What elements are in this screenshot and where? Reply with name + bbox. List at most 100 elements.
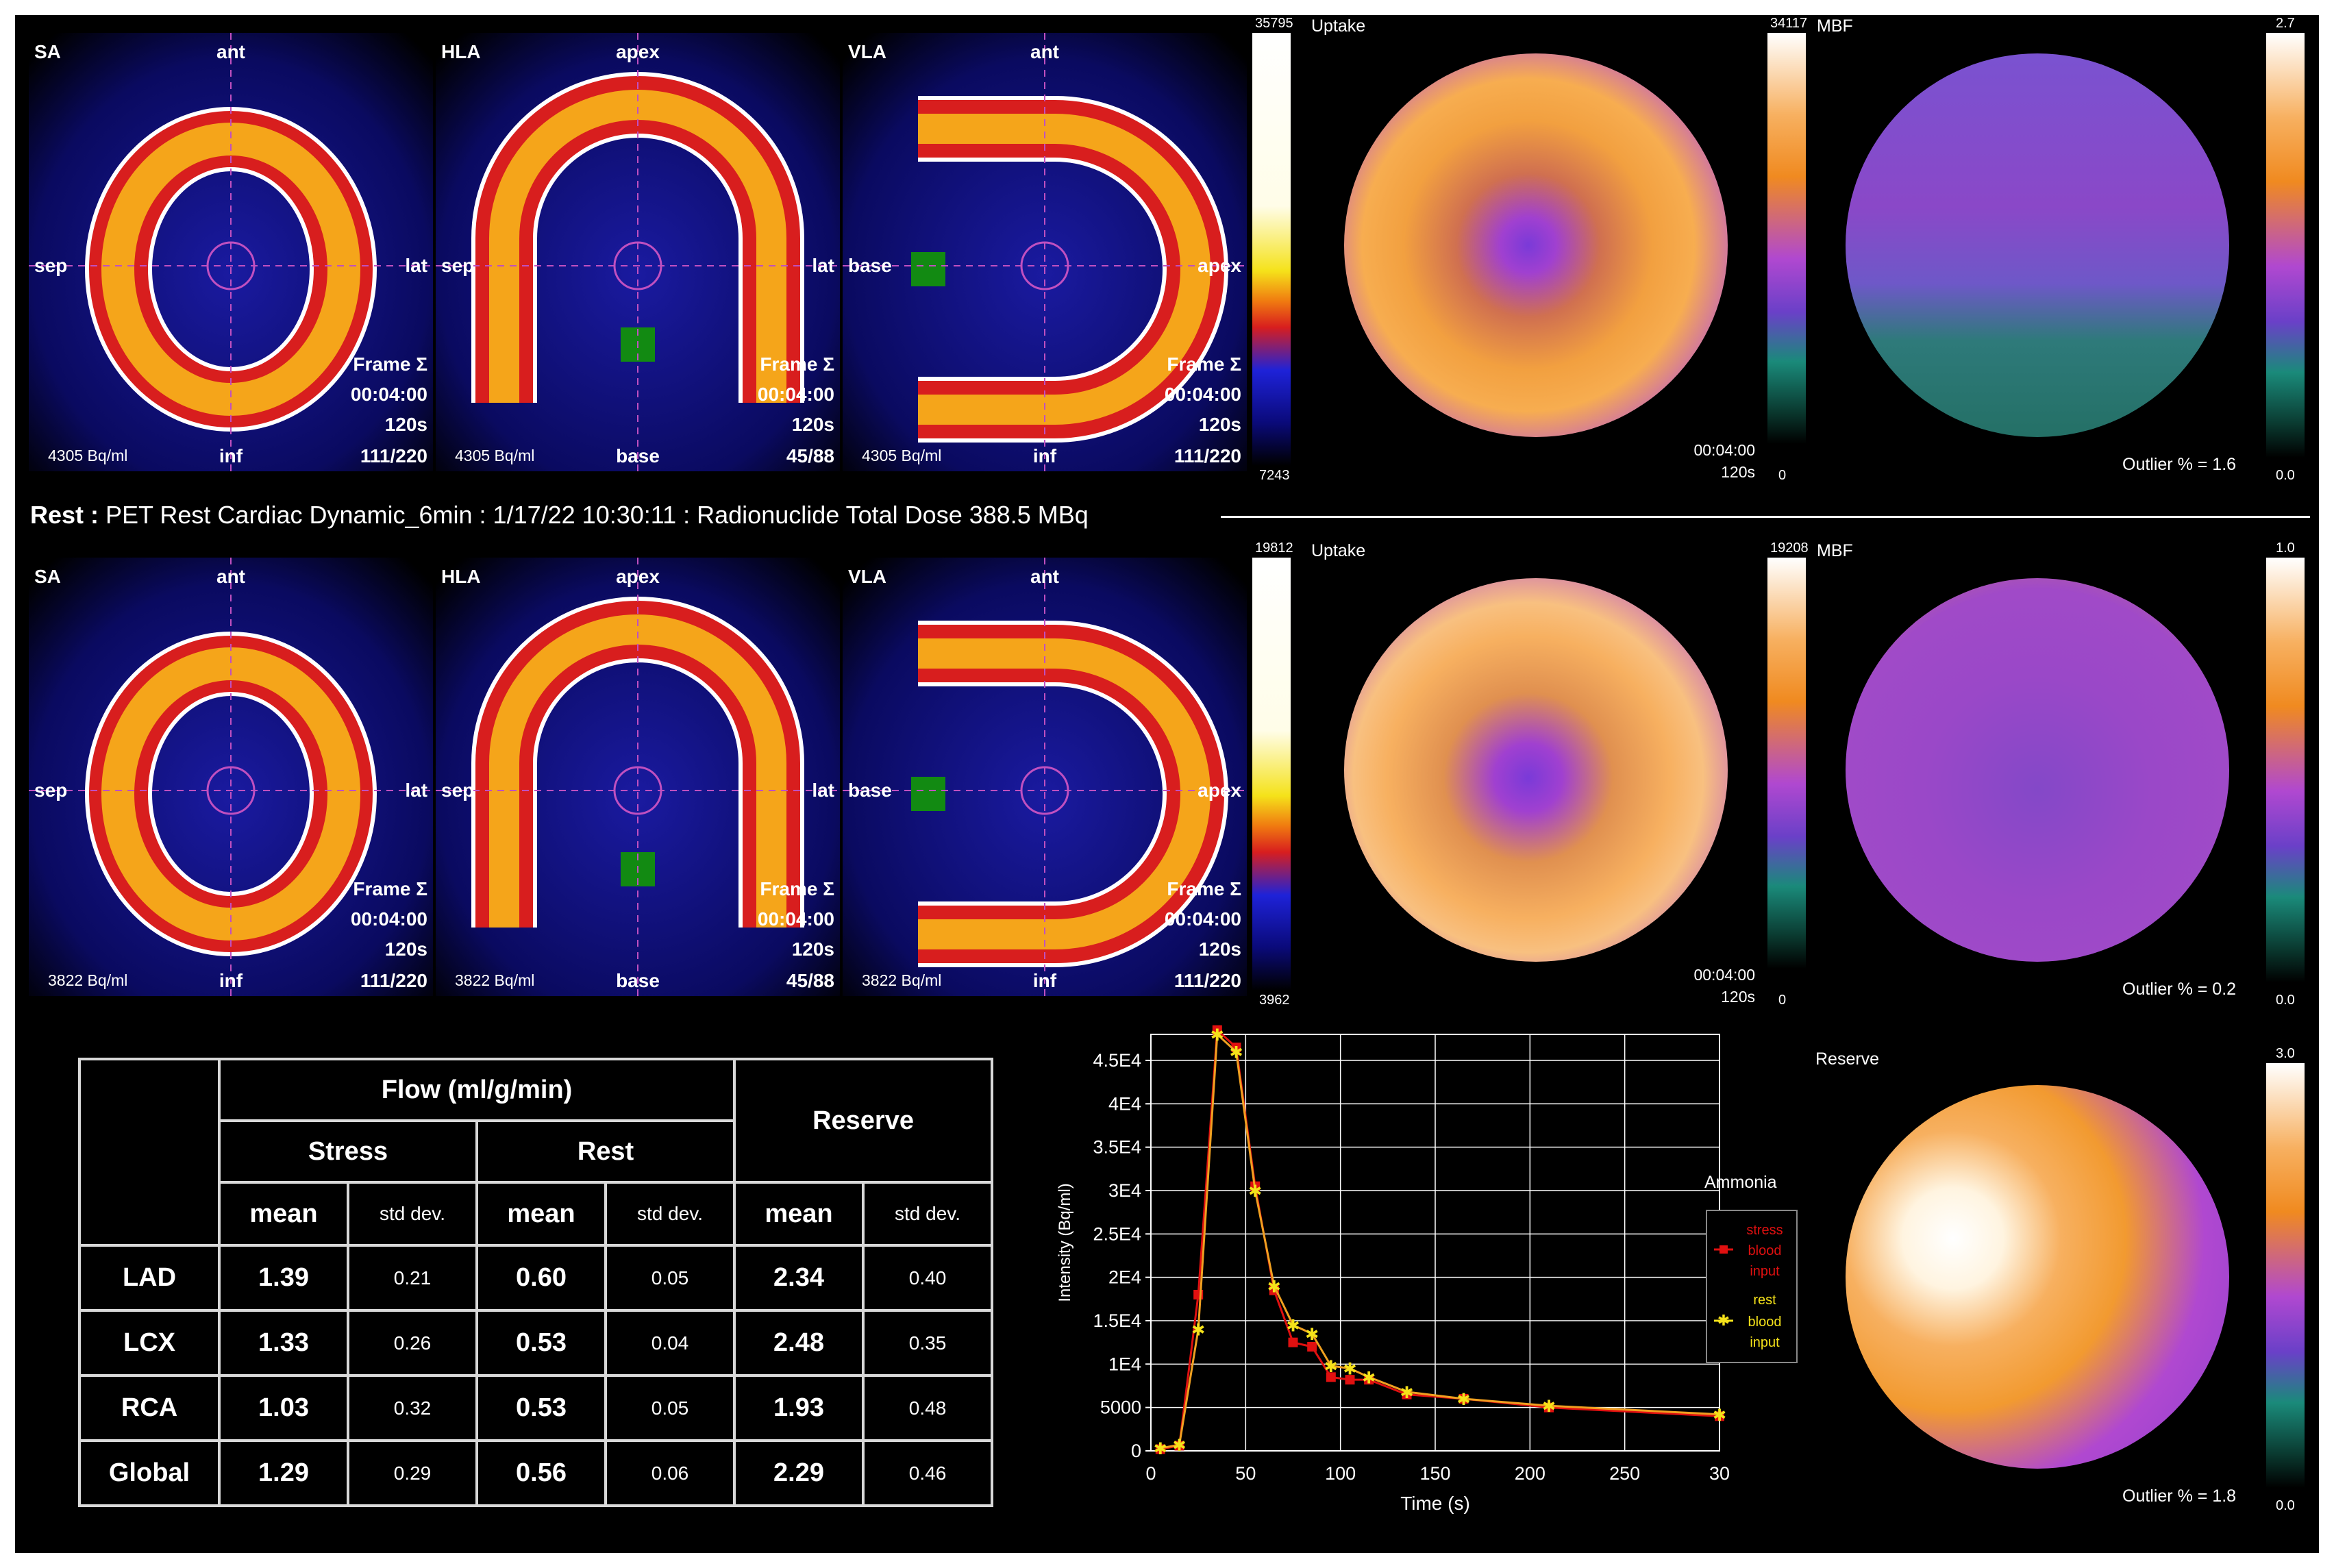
duration-label: 120s (384, 414, 427, 435)
stress-data-point (1212, 1025, 1222, 1035)
stress-hla-slice-panel[interactable]: HLA apex sep lat base Frame Σ 00:04:00 1… (436, 33, 840, 471)
stress-colorbar-min: 7243 (1259, 468, 1290, 483)
stress-colorbar (1252, 33, 1291, 466)
rest-uptake-title: Uptake (1311, 541, 1366, 560)
stress-mbf-title: MBF (1817, 16, 1853, 36)
left-label: sep (34, 780, 68, 801)
time-label: 00:04:00 (757, 384, 834, 405)
stress-sa-slice-panel[interactable]: SA ant sep lat inf Frame Σ 00:04:00 120s… (29, 33, 433, 471)
slice-image (843, 33, 1247, 471)
stress-std-cell: 0.29 (347, 1439, 478, 1507)
slice-image (843, 558, 1247, 996)
slice-index-label: 45/88 (786, 445, 834, 466)
rest-colorbar-min: 3962 (1259, 993, 1290, 1008)
rest-hla-slice-panel[interactable]: HLA apex sep lat base Frame Σ 00:04:00 1… (436, 558, 840, 996)
time-label: 00:04:00 (1164, 908, 1241, 930)
rest-series-header: Rest : PET Rest Cardiac Dynamic_6min : 1… (30, 503, 1089, 527)
stress-mean-cell: 1.33 (218, 1309, 349, 1377)
top-label: ant (216, 566, 245, 587)
top-label: apex (616, 41, 660, 62)
stress-uptake-title: Uptake (1311, 16, 1366, 36)
left-label: base (848, 255, 892, 276)
table-row: Global 1.29 0.29 0.56 0.06 2.29 0.46 (78, 1439, 994, 1507)
stress-mean-header: mean (218, 1181, 349, 1247)
application-window: SA ant sep lat inf Frame Σ 00:04:00 120s… (15, 15, 2319, 1553)
rest-sa-slice-panel[interactable]: SA ant sep lat inf Frame Σ 00:04:00 120s… (29, 558, 433, 996)
legend-stress-label-2: blood (1748, 1243, 1782, 1258)
rest-std-header: std dev. (604, 1181, 736, 1247)
duration-label: 120s (1198, 938, 1241, 960)
stress-mbf-outlier: Outlier % = 1.6 (2122, 455, 2237, 474)
row-name-cell: LAD (78, 1244, 221, 1312)
left-label: base (848, 780, 892, 801)
rest-data-point: ✱ (1343, 1360, 1356, 1379)
y-tick-label: 0 (1131, 1441, 1141, 1461)
rest-uptake-colorbar-max: 19208 (1770, 540, 1809, 556)
top-label: ant (1030, 41, 1059, 62)
rest-std-cell: 0.05 (604, 1244, 736, 1312)
stress-mean-cell: 1.03 (218, 1374, 349, 1442)
rest-data-point: ✱ (1229, 1043, 1243, 1062)
reserve-polar-map[interactable] (1846, 1085, 2229, 1469)
rest-mbf-polar-map[interactable] (1846, 578, 2229, 962)
rest-data-point: ✱ (1248, 1182, 1262, 1201)
rest-data-point: ✱ (1267, 1278, 1281, 1296)
stress-mean-cell: 1.39 (218, 1244, 349, 1312)
x-tick-label: 0 (1145, 1463, 1156, 1484)
rest-data-point: ✱ (1305, 1326, 1319, 1344)
legend-stress-marker (1720, 1245, 1728, 1254)
right-label: lat (405, 255, 427, 276)
scale-label: 3822 Bq/ml (455, 971, 535, 989)
chart-legend-svg: stress blood input ✱ rest blood input (1714, 1223, 1783, 1350)
flow-header: Flow (ml/g/min) (217, 1058, 736, 1122)
time-label: 00:04:00 (350, 384, 427, 405)
stress-header: Stress (218, 1119, 478, 1184)
y-axis-label: Intensity (Bq/ml) (1056, 1183, 1074, 1302)
right-label: apex (1197, 255, 1241, 276)
chart-legend: stress blood input ✱ rest blood input (1706, 1210, 1798, 1363)
rest-mean-cell: 0.60 (475, 1244, 607, 1312)
table-row: LCX 1.33 0.26 0.53 0.04 2.48 0.35 (78, 1309, 994, 1377)
view-name: VLA (848, 41, 886, 62)
stress-vla-slice-panel[interactable]: VLA ant base apex inf Frame Σ 00:04:00 1… (843, 33, 1247, 471)
row-name-cell: Global (78, 1439, 221, 1507)
stress-data-point (1326, 1372, 1336, 1382)
y-tick-label: 2E4 (1108, 1267, 1141, 1288)
frame-label: Frame Σ (353, 878, 427, 899)
scale-label: 4305 Bq/ml (862, 447, 942, 464)
stress-mbf-polar-map[interactable] (1846, 53, 2229, 437)
scale-label: 4305 Bq/ml (455, 447, 535, 464)
frame-label: Frame Σ (760, 353, 834, 375)
y-tick-label: 4E4 (1108, 1093, 1141, 1114)
rest-vla-slice-panel[interactable]: VLA ant base apex inf Frame Σ 00:04:00 1… (843, 558, 1247, 996)
duration-label: 120s (791, 414, 834, 435)
x-tick-label: 50 (1235, 1463, 1256, 1484)
rest-std-cell: 0.05 (604, 1374, 736, 1442)
left-label: sep (441, 780, 475, 801)
y-tick-label: 1.5E4 (1093, 1310, 1141, 1331)
stress-uptake-duration: 120s (1721, 463, 1755, 481)
y-tick-label: 3.5E4 (1093, 1137, 1141, 1158)
slice-image (436, 33, 840, 471)
blood-input-chart: 0 5000 1E4 1.5E4 2E4 2.5E4 3E4 3.5E4 4E4 4.5E4 0 50… (1043, 1015, 1851, 1522)
rest-data-point: ✱ (1191, 1321, 1205, 1340)
rest-mbf-colorbar-max: 1.0 (2276, 540, 2295, 556)
bottom-label: inf (219, 445, 243, 466)
rest-data-point: ✱ (1172, 1436, 1186, 1455)
frame-label: Frame Σ (1167, 878, 1241, 899)
reserve-mean-cell: 2.29 (733, 1439, 865, 1507)
stress-mbf-colorbar-min: 0.0 (2276, 468, 2295, 483)
stress-uptake-colorbar-min: 0 (1778, 468, 1787, 483)
reserve-std-header: std dev. (862, 1181, 994, 1247)
rest-data-point: ✱ (1286, 1317, 1300, 1335)
bottom-label: inf (1032, 445, 1057, 466)
slice-index-label: 111/220 (360, 970, 427, 991)
rest-mbf-colorbar-min: 0.0 (2276, 993, 2295, 1008)
stress-uptake-time: 00:04:00 (1693, 441, 1755, 459)
stress-uptake-polar-map[interactable] (1344, 53, 1728, 437)
rest-uptake-time: 00:04:00 (1693, 966, 1755, 984)
rest-uptake-polar-map[interactable] (1344, 578, 1728, 962)
rest-header-rule (1221, 516, 2310, 518)
rest-uptake-colorbar (1767, 558, 1806, 969)
rest-data-point: ✱ (1154, 1440, 1167, 1458)
